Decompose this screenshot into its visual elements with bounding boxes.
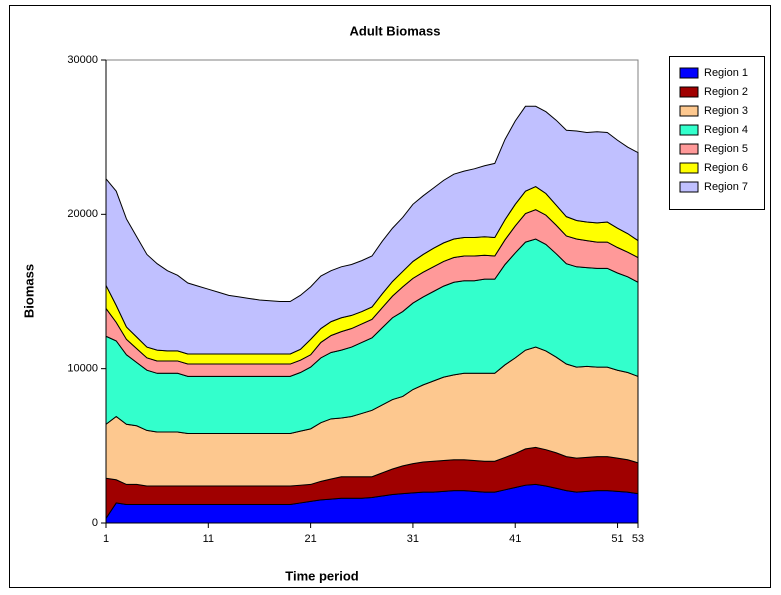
- legend-swatch: [679, 105, 699, 117]
- x-axis-label: Time period: [285, 568, 359, 583]
- legend-label: Region 3: [704, 105, 748, 117]
- legend-label: Region 2: [704, 86, 748, 98]
- x-tick-label: 21: [304, 533, 316, 545]
- legend-label: Region 4: [704, 124, 748, 136]
- legend-label: Region 1: [704, 67, 748, 79]
- legend-swatch: [679, 181, 699, 193]
- legend-swatch: [679, 143, 699, 155]
- x-tick-label: 1: [103, 533, 109, 545]
- chart-title: Adult Biomass: [349, 23, 440, 38]
- legend-swatch: [679, 86, 699, 98]
- x-tick-label: 31: [407, 533, 419, 545]
- y-axis-label: Biomass: [21, 264, 36, 318]
- legend-label: Region 6: [704, 162, 748, 174]
- x-tick-label: 11: [203, 533, 214, 545]
- y-tick-label: 30000: [67, 54, 98, 66]
- area: [105, 105, 639, 355]
- y-tick-label: 0: [92, 517, 98, 529]
- x-tick-label: 51: [611, 533, 623, 545]
- legend-label: Region 7: [704, 181, 748, 193]
- legend-swatch: [679, 67, 699, 79]
- x-tick-label: 41: [509, 533, 521, 545]
- y-tick-label: 20000: [67, 208, 98, 220]
- legend-label: Region 5: [704, 143, 748, 155]
- x-tick-label: 53: [632, 533, 644, 545]
- y-tick-label: 10000: [67, 363, 98, 375]
- legend-swatch: [679, 162, 699, 174]
- legend-swatch: [679, 124, 699, 136]
